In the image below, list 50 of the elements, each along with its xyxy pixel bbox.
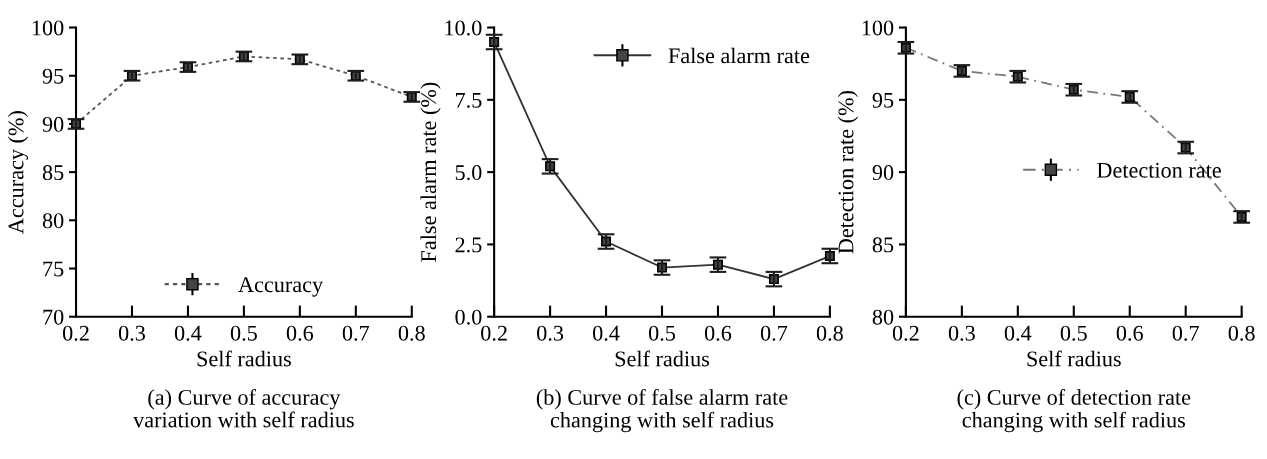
- y-tick-label: 80: [42, 213, 64, 229]
- x-tick-label: 0.8: [398, 325, 425, 341]
- x-tick-label: 0.5: [230, 325, 257, 341]
- y-tick-label: 80: [872, 309, 894, 325]
- y-tick-label: 85: [872, 237, 894, 253]
- x-tick-label: 0.2: [892, 325, 919, 341]
- x-tick-label: 0.8: [1228, 325, 1255, 341]
- x-tick-label: 0.7: [342, 325, 370, 341]
- y-tick-label: 7.5: [456, 92, 482, 108]
- y-axis-title: False alarm rate (%): [420, 82, 441, 262]
- y-tick-label: 90: [872, 165, 894, 181]
- x-tick-label: 0.6: [1116, 325, 1143, 341]
- x-tick-label: 0.3: [118, 325, 145, 341]
- y-tick-label: 95: [42, 68, 64, 84]
- text: (c) Curve of detection rate changing with self radius: [957, 389, 1191, 433]
- x-tick-label: 0.2: [62, 325, 89, 341]
- y-tick-label: 0.0: [455, 309, 482, 325]
- y-tick-label: 75: [43, 261, 64, 277]
- y-tick-label: 90: [42, 116, 64, 132]
- x-axis-title: Self radius: [615, 350, 710, 367]
- x-tick-label: 0.4: [593, 325, 620, 341]
- x-tick-label: 0.4: [174, 325, 202, 341]
- y-tick-label: 70: [43, 309, 64, 325]
- y-tick-label: 85: [42, 165, 64, 181]
- text: (a) Curve of accuracy variation with self radius: [133, 389, 354, 428]
- y-tick-label: 5.0: [455, 165, 482, 181]
- y-tick-label: 100: [32, 20, 64, 36]
- x-axis-title: Self radius: [1027, 350, 1121, 367]
- x-tick-label: 0.7: [1172, 325, 1199, 341]
- x-tick-label: 0.3: [537, 325, 564, 341]
- y-axis-title: Accuracy (%): [7, 111, 29, 234]
- legend-label: Accuracy: [238, 277, 324, 297]
- x-tick-label: 0.4: [1004, 325, 1032, 341]
- x-axis-title: Self radius: [197, 350, 291, 367]
- legend-label: False alarm rate: [668, 47, 810, 64]
- x-tick-label: 0.2: [481, 325, 507, 341]
- text: (b) Curve of false alarm rate changing with self radius: [536, 389, 788, 433]
- x-tick-label: 0.7: [760, 325, 788, 341]
- y-tick-label: 95: [872, 92, 894, 108]
- y-tick-label: 10.0: [445, 20, 482, 36]
- x-tick-label: 0.6: [704, 325, 732, 341]
- x-tick-label: 0.3: [948, 325, 975, 341]
- x-tick-label: 0.8: [816, 325, 843, 341]
- x-tick-label: 0.6: [286, 325, 314, 341]
- y-tick-label: 100: [862, 20, 894, 36]
- x-tick-label: 0.5: [648, 325, 676, 341]
- legend-label: Detection rate: [1097, 162, 1221, 178]
- y-axis-title: Detection rate (%): [837, 91, 858, 254]
- y-tick-label: 2.5: [455, 237, 482, 253]
- x-tick-label: 0.5: [1060, 325, 1087, 341]
